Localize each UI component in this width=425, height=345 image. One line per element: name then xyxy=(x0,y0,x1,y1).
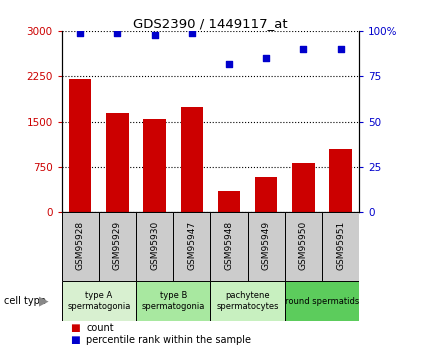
Bar xyxy=(69,79,91,212)
Text: GSM95948: GSM95948 xyxy=(224,221,233,270)
Point xyxy=(77,30,84,36)
Text: ■: ■ xyxy=(70,324,80,333)
Text: ■: ■ xyxy=(70,335,80,345)
Text: GSM95950: GSM95950 xyxy=(299,221,308,270)
Text: type B
spermatogonia: type B spermatogonia xyxy=(142,291,205,311)
Bar xyxy=(329,149,351,212)
Text: GSM95930: GSM95930 xyxy=(150,221,159,270)
Point xyxy=(188,30,195,36)
Bar xyxy=(62,212,99,281)
Point xyxy=(151,32,158,38)
Bar xyxy=(285,281,359,321)
Text: GSM95929: GSM95929 xyxy=(113,221,122,270)
Text: percentile rank within the sample: percentile rank within the sample xyxy=(86,335,251,345)
Bar xyxy=(255,177,277,212)
Text: type A
spermatogonia: type A spermatogonia xyxy=(67,291,130,311)
Text: cell type: cell type xyxy=(4,296,46,306)
Bar xyxy=(99,212,136,281)
Bar xyxy=(210,212,247,281)
Bar xyxy=(106,112,128,212)
Text: round spermatids: round spermatids xyxy=(285,296,359,306)
Title: GDS2390 / 1449117_at: GDS2390 / 1449117_at xyxy=(133,17,288,30)
Text: GSM95949: GSM95949 xyxy=(262,221,271,270)
Point xyxy=(300,47,307,52)
Text: pachytene
spermatocytes: pachytene spermatocytes xyxy=(216,291,279,311)
Point xyxy=(263,56,269,61)
Text: GSM95951: GSM95951 xyxy=(336,221,345,270)
Bar xyxy=(181,107,203,212)
Point xyxy=(337,47,344,52)
Bar xyxy=(247,212,285,281)
Bar xyxy=(210,281,285,321)
Bar xyxy=(292,162,314,212)
Point xyxy=(226,61,232,67)
Bar xyxy=(173,212,210,281)
Text: ▶: ▶ xyxy=(39,295,49,307)
Text: count: count xyxy=(86,324,114,333)
Bar xyxy=(136,281,210,321)
Bar xyxy=(62,281,136,321)
Bar xyxy=(218,191,240,212)
Bar xyxy=(285,212,322,281)
Bar xyxy=(136,212,173,281)
Bar xyxy=(143,119,166,212)
Bar xyxy=(322,212,359,281)
Text: GSM95947: GSM95947 xyxy=(187,221,196,270)
Text: GSM95928: GSM95928 xyxy=(76,221,85,270)
Point xyxy=(114,30,121,36)
